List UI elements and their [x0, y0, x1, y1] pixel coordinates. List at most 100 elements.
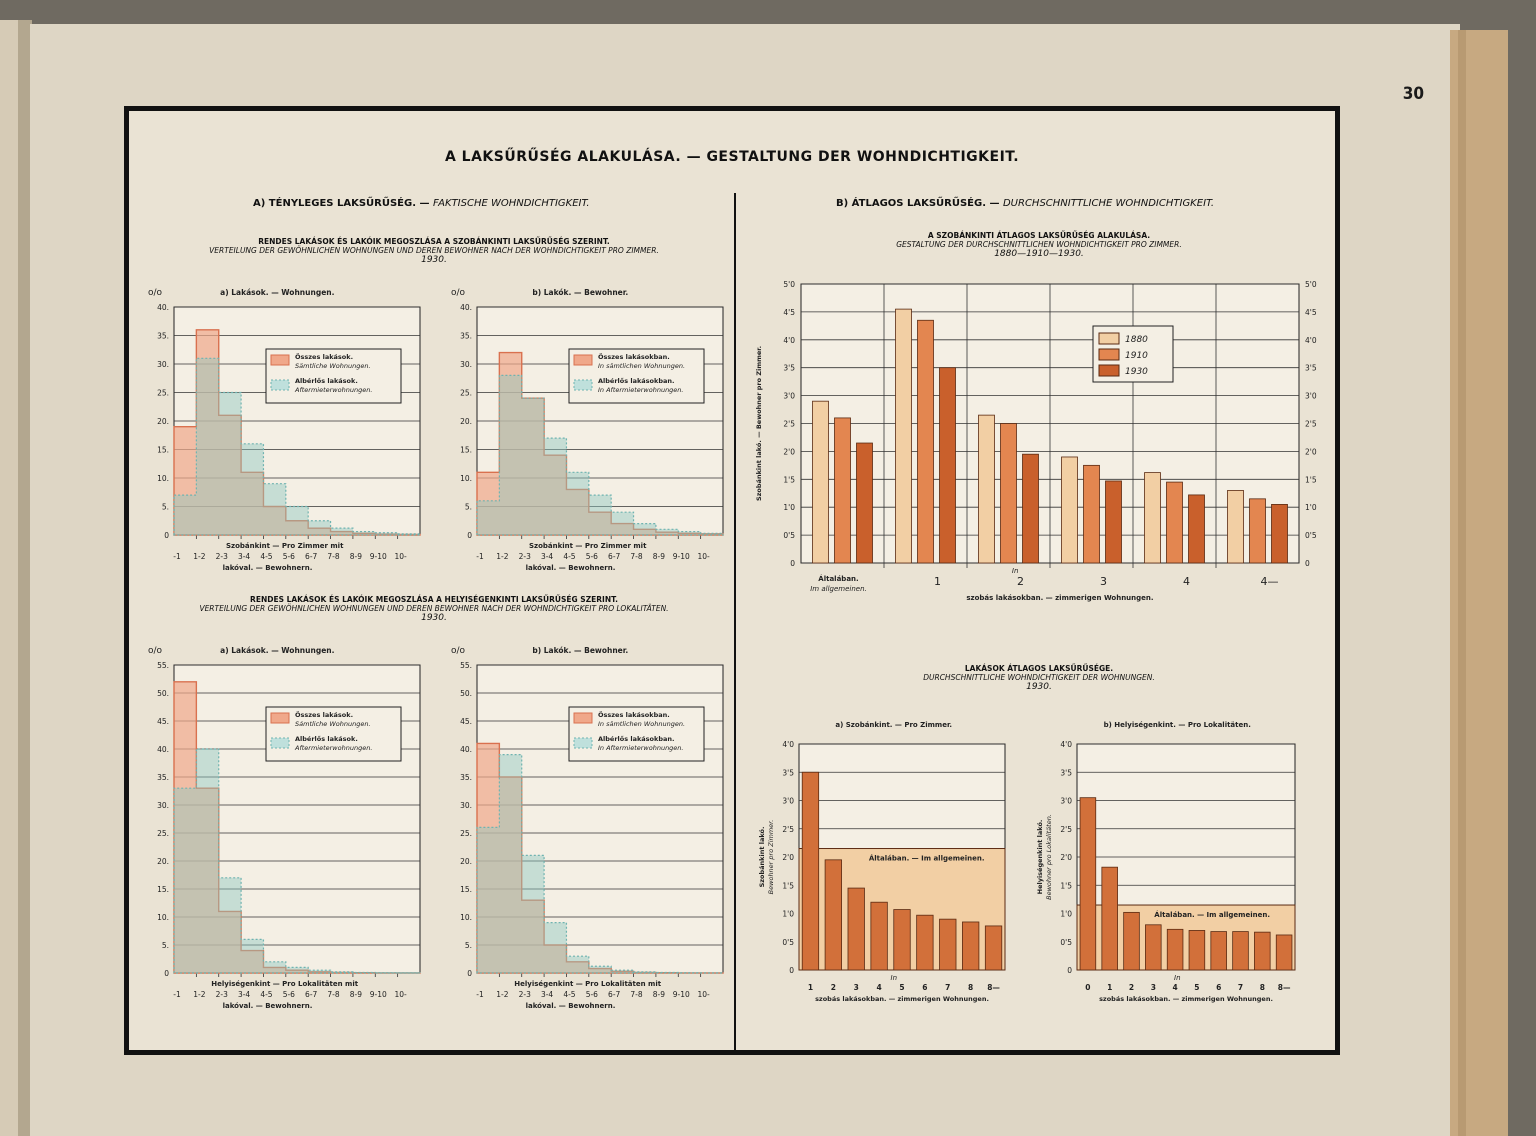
x-tick-label: 2 — [1129, 983, 1134, 992]
bar — [939, 367, 956, 564]
x-tick-label: 3-4 — [541, 990, 553, 999]
legend-swatch — [573, 737, 593, 749]
subtitle-a2: RENDES LAKÁSOK ÉS LAKÓIK MEGOSZLÁSA A HE… — [149, 595, 719, 623]
y-tick-label: 5. — [465, 941, 472, 950]
section-b-title: B) ÁTLAGOS LAKSŰRŰSÉG. — DURCHSCHNITTLIC… — [836, 198, 1214, 209]
y-tick-label-right: 2'0 — [1305, 447, 1317, 456]
unit-label: o/o — [148, 288, 163, 298]
x-axis-label: lakóval. — Bewohnern. — [223, 564, 313, 572]
y-tick-label: 55. — [157, 661, 169, 670]
x-tick-label: 3-4 — [238, 990, 250, 999]
bar — [1123, 911, 1140, 971]
subtitle-a1-year: 1930. — [421, 255, 447, 265]
bar — [1232, 931, 1249, 971]
bar — [1061, 456, 1078, 564]
y-tick-label: 25. — [460, 829, 472, 838]
y-axis-label: Helyiségenkint lakó. — [1036, 820, 1044, 895]
bar — [1022, 453, 1039, 564]
bar — [1166, 481, 1183, 564]
x-tick-label: 7-8 — [630, 552, 642, 561]
y-tick-label: 40. — [460, 745, 472, 754]
y-tick-label: 40. — [157, 745, 169, 754]
x-tick-label: 4— — [1261, 575, 1279, 588]
y-tick-label: 10. — [157, 913, 169, 922]
x-tick-label: 3 — [1100, 575, 1107, 588]
x-tick-label: 7-8 — [630, 990, 642, 999]
y-tick-label: 0 — [467, 531, 472, 540]
x-tick-label: 9-10 — [370, 990, 387, 999]
bar — [1188, 494, 1205, 564]
bar — [893, 909, 911, 971]
legend-swatch — [1098, 348, 1120, 361]
bar — [1275, 934, 1293, 971]
subtitle-b2-de: DURCHSCHNITTLICHE WOHNDICHTIGKEIT DER WO… — [923, 673, 1155, 682]
y-tick-label: 25. — [460, 389, 472, 398]
x-tick-label: 2 — [1017, 575, 1024, 588]
y-tick-label: 1'0 — [782, 910, 794, 919]
section-a-title: A) TÉNYLEGES LAKSŰRŰSÉG. — FAKTISCHE WOH… — [253, 198, 590, 209]
y-tick-label: 10. — [460, 474, 472, 483]
bar — [962, 921, 980, 971]
x-tick-label: 2-3 — [216, 990, 228, 999]
legend-swatch — [573, 379, 593, 391]
legend-label: Albérlős lakásokban. — [598, 734, 674, 743]
bar — [978, 414, 995, 564]
y-tick-label: 45. — [460, 717, 472, 726]
chart-frame: A LAKSŰRŰSÉG ALAKULÁSA. — GESTALTUNG DER… — [124, 106, 1340, 1055]
y-tick-label: 15. — [157, 885, 169, 894]
unit-label: o/o — [148, 646, 163, 656]
legend-swatch — [270, 712, 290, 724]
y-tick-label: 10. — [460, 913, 472, 922]
subtitle-b1-hu: A SZOBÁNKINTI ÁTLAGOS LAKSŰRŰSÉG ALAKULÁ… — [927, 231, 1151, 240]
y-tick-label: 30. — [460, 801, 472, 810]
x-tick-label: 5-6 — [283, 990, 295, 999]
bar — [1101, 866, 1118, 971]
x-axis-label: Helyiségenkint — Pro Lokalitäten mit — [211, 980, 358, 988]
y-tick-label: 10. — [157, 474, 169, 483]
y-tick-label: 4'5 — [783, 308, 795, 317]
y-tick-label: 20. — [157, 417, 169, 426]
x-tick-label: 1 — [934, 575, 941, 588]
x-tick-label: 7 — [1238, 983, 1243, 992]
y-tick-label: 0'5 — [783, 531, 795, 540]
y-tick-label: 0 — [790, 559, 795, 568]
subtitle-a1-de: VERTEILUNG DER GEWÖHNLICHEN WOHNUNGEN UN… — [209, 246, 659, 255]
x-tick-label: 4 — [1172, 983, 1177, 992]
page-title: A LAKSŰRŰSÉG ALAKULÁSA. — GESTALTUNG DER… — [444, 149, 1020, 165]
y-tick-label: 0'5 — [1060, 938, 1072, 947]
x-tick-label: -1 — [476, 990, 484, 999]
bar — [834, 417, 851, 564]
legend-label: 1880 — [1125, 335, 1148, 345]
x-tick-label: 2 — [831, 983, 836, 992]
y-tick-label: 2'0 — [783, 447, 795, 456]
bar — [824, 859, 842, 971]
subtitle-a2-de: VERTEILUNG DER GEWÖHNLICHEN WOHNUNGEN UN… — [199, 604, 669, 613]
x-tick-label: 1-2 — [193, 990, 205, 999]
y-tick-label: 2'0 — [782, 853, 794, 862]
y-tick-label: 1'5 — [783, 475, 795, 484]
x-tick-label: 5-6 — [283, 552, 295, 561]
x-tick-label: 2-3 — [519, 990, 531, 999]
bar — [1188, 930, 1206, 971]
section-a-de: FAKTISCHE WOHNDICHTIGKEIT. — [433, 198, 590, 209]
x-axis-label: Helyiségenkint — Pro Lokalitäten mit — [514, 980, 661, 988]
y-tick-label-right: 3'0 — [1305, 392, 1317, 401]
legend-label: In Aftermieterwohnungen. — [598, 744, 684, 752]
x-tick-label: 1-2 — [496, 552, 508, 561]
y-tick-label: 1'0 — [1060, 910, 1072, 919]
subtitle-a1-hu: RENDES LAKÁSOK ÉS LAKÓIK MEGOSZLÁSA A SZ… — [258, 237, 610, 246]
x-tick-label: 10- — [395, 990, 408, 999]
bar — [801, 771, 820, 971]
y-tick-label: 40. — [460, 303, 472, 312]
section-b-hu: B) ÁTLAGOS LAKSŰRŰSÉG. — — [836, 198, 1000, 209]
y-tick-label: 35. — [460, 773, 472, 782]
legend-swatch — [573, 354, 593, 366]
subtitle-a2-year: 1930. — [421, 613, 447, 623]
y-tick-label: 30. — [157, 360, 169, 369]
x-tick-label: 6 — [1216, 983, 1221, 992]
y-tick-label-right: 2'5 — [1305, 420, 1317, 429]
y-tick-label: 1'0 — [783, 503, 795, 512]
y-tick-label: 40. — [157, 303, 169, 312]
x-tick-label: 9-10 — [673, 990, 690, 999]
